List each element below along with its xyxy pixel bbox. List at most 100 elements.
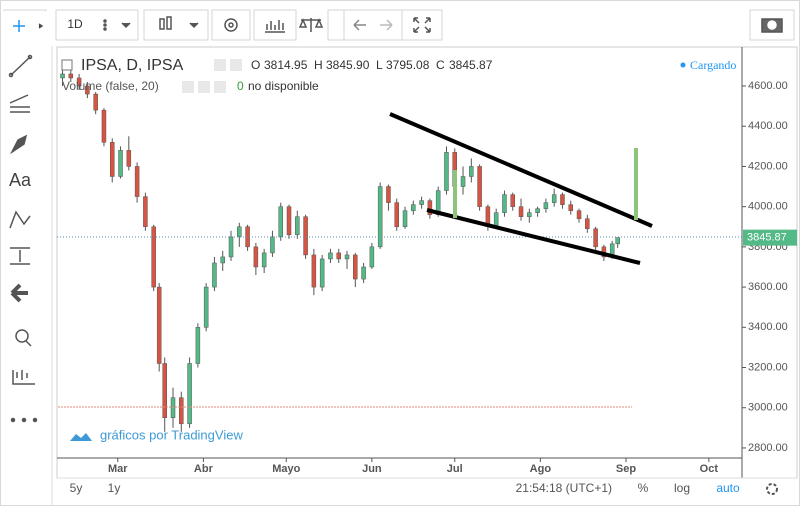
- x-tick-label: Ago: [530, 463, 552, 475]
- legend-icon[interactable]: [230, 59, 242, 71]
- y-tick-label: 3200.00: [748, 361, 788, 373]
- candle-body: [179, 397, 184, 425]
- candle-body: [585, 218, 590, 230]
- candle-body: [228, 236, 234, 258]
- x-tick-label: Sep: [616, 463, 636, 475]
- volume-status: no disponible: [248, 79, 319, 93]
- volume-value: 0: [237, 79, 244, 93]
- collapse-button[interactable]: [61, 59, 73, 71]
- text-tool[interactable]: Aa: [9, 170, 32, 190]
- candle-body: [212, 262, 217, 288]
- candle-body: [518, 206, 524, 217]
- chart-style-button[interactable]: [143, 9, 209, 41]
- candle-body: [156, 286, 162, 364]
- y-tick-label: 3400.00: [748, 321, 788, 333]
- fullscreen-button[interactable]: [401, 9, 443, 41]
- legend-icon[interactable]: [214, 59, 226, 71]
- candle-body: [170, 397, 176, 419]
- clock: 21:54:18 (UTC+1): [516, 481, 612, 495]
- y-tick-label: 4200.00: [748, 160, 788, 172]
- plot: 2800.003000.003200.003400.003600.003800.…: [60, 67, 797, 475]
- candle-body: [93, 93, 98, 111]
- high-label: H: [314, 58, 323, 72]
- candle-body: [576, 210, 582, 219]
- x-tick-label: Mar: [108, 463, 128, 475]
- last-price-tag: [743, 229, 797, 246]
- candle-body: [419, 200, 424, 205]
- candle-body: [220, 256, 225, 264]
- legend-icon[interactable]: [198, 81, 210, 93]
- candle-body: [460, 176, 466, 187]
- trend-line-upper[interactable]: [389, 112, 653, 228]
- highlight-bar: [634, 148, 638, 220]
- toolbar-icons: [103, 16, 783, 33]
- candle-body: [295, 216, 300, 236]
- y-tick-label: 2800.00: [748, 442, 788, 454]
- candle-body: [493, 212, 499, 228]
- candle-body: [303, 216, 308, 256]
- watermark[interactable]: gráficos por TradingView: [100, 427, 243, 442]
- trend-line-lower[interactable]: [426, 208, 641, 265]
- log-toggle[interactable]: log: [674, 481, 690, 495]
- candle-body: [427, 200, 433, 215]
- candle-body: [151, 226, 156, 288]
- settings-gear[interactable]: [766, 483, 778, 495]
- candle-body: [195, 327, 201, 364]
- interval-label: 1D: [67, 17, 83, 31]
- y-tick-label: 4600.00: [748, 80, 788, 92]
- candle-body: [237, 226, 242, 238]
- candle-body: [411, 204, 416, 211]
- y-tick-label: 4400.00: [748, 120, 788, 132]
- candle-body: [593, 228, 598, 248]
- range-5y[interactable]: 5y: [70, 481, 83, 495]
- open-label: O: [251, 58, 260, 72]
- candle-body: [118, 150, 123, 177]
- low-label: L: [376, 58, 383, 72]
- candle-body: [394, 202, 399, 228]
- highlight-bar: [453, 170, 457, 218]
- x-tick-label: Abr: [194, 463, 214, 475]
- high-value: 3845.90: [326, 58, 370, 72]
- candle-body: [568, 204, 573, 211]
- candle-body: [336, 252, 341, 260]
- close-label: C: [436, 58, 445, 72]
- legend-icon[interactable]: [182, 81, 194, 93]
- range-1y[interactable]: 1y: [108, 481, 121, 495]
- auto-toggle[interactable]: auto: [716, 481, 740, 495]
- undo-redo[interactable]: [343, 9, 403, 41]
- candle-body: [101, 109, 107, 143]
- plot-frame: [56, 46, 798, 479]
- candle-body: [187, 363, 192, 425]
- x-tick-label: Mayo: [272, 463, 300, 475]
- candle-body: [319, 258, 325, 288]
- candle-body: [278, 206, 283, 238]
- candle-body: [386, 186, 391, 203]
- candle-body: [444, 152, 449, 191]
- percent-toggle[interactable]: %: [638, 481, 649, 495]
- candle-body: [402, 210, 408, 228]
- x-tick-label: Jul: [447, 463, 463, 475]
- legend-icon[interactable]: [214, 81, 226, 93]
- candle-body: [551, 194, 557, 203]
- candle-body: [560, 194, 565, 205]
- last-price-label: 3845.87: [747, 232, 787, 244]
- open-value: 3814.95: [264, 58, 308, 72]
- y-tick-label: 4000.00: [748, 201, 788, 213]
- settings-button[interactable]: [211, 9, 251, 41]
- candle-body: [369, 246, 375, 268]
- volume-study: Volume (false, 20): [62, 79, 159, 93]
- candle-body: [502, 194, 507, 213]
- candle-body: [126, 150, 132, 167]
- candle-body: [328, 252, 333, 260]
- candle-body: [76, 77, 82, 87]
- candle-body: [477, 166, 482, 207]
- candle-body: [535, 208, 540, 213]
- left-toolbar: [3, 11, 47, 423]
- candle-body: [344, 254, 350, 260]
- candle-body: [134, 166, 140, 197]
- low-value: 3795.08: [386, 58, 430, 72]
- y-tick-label: 3600.00: [748, 281, 788, 293]
- candle-body: [270, 236, 275, 254]
